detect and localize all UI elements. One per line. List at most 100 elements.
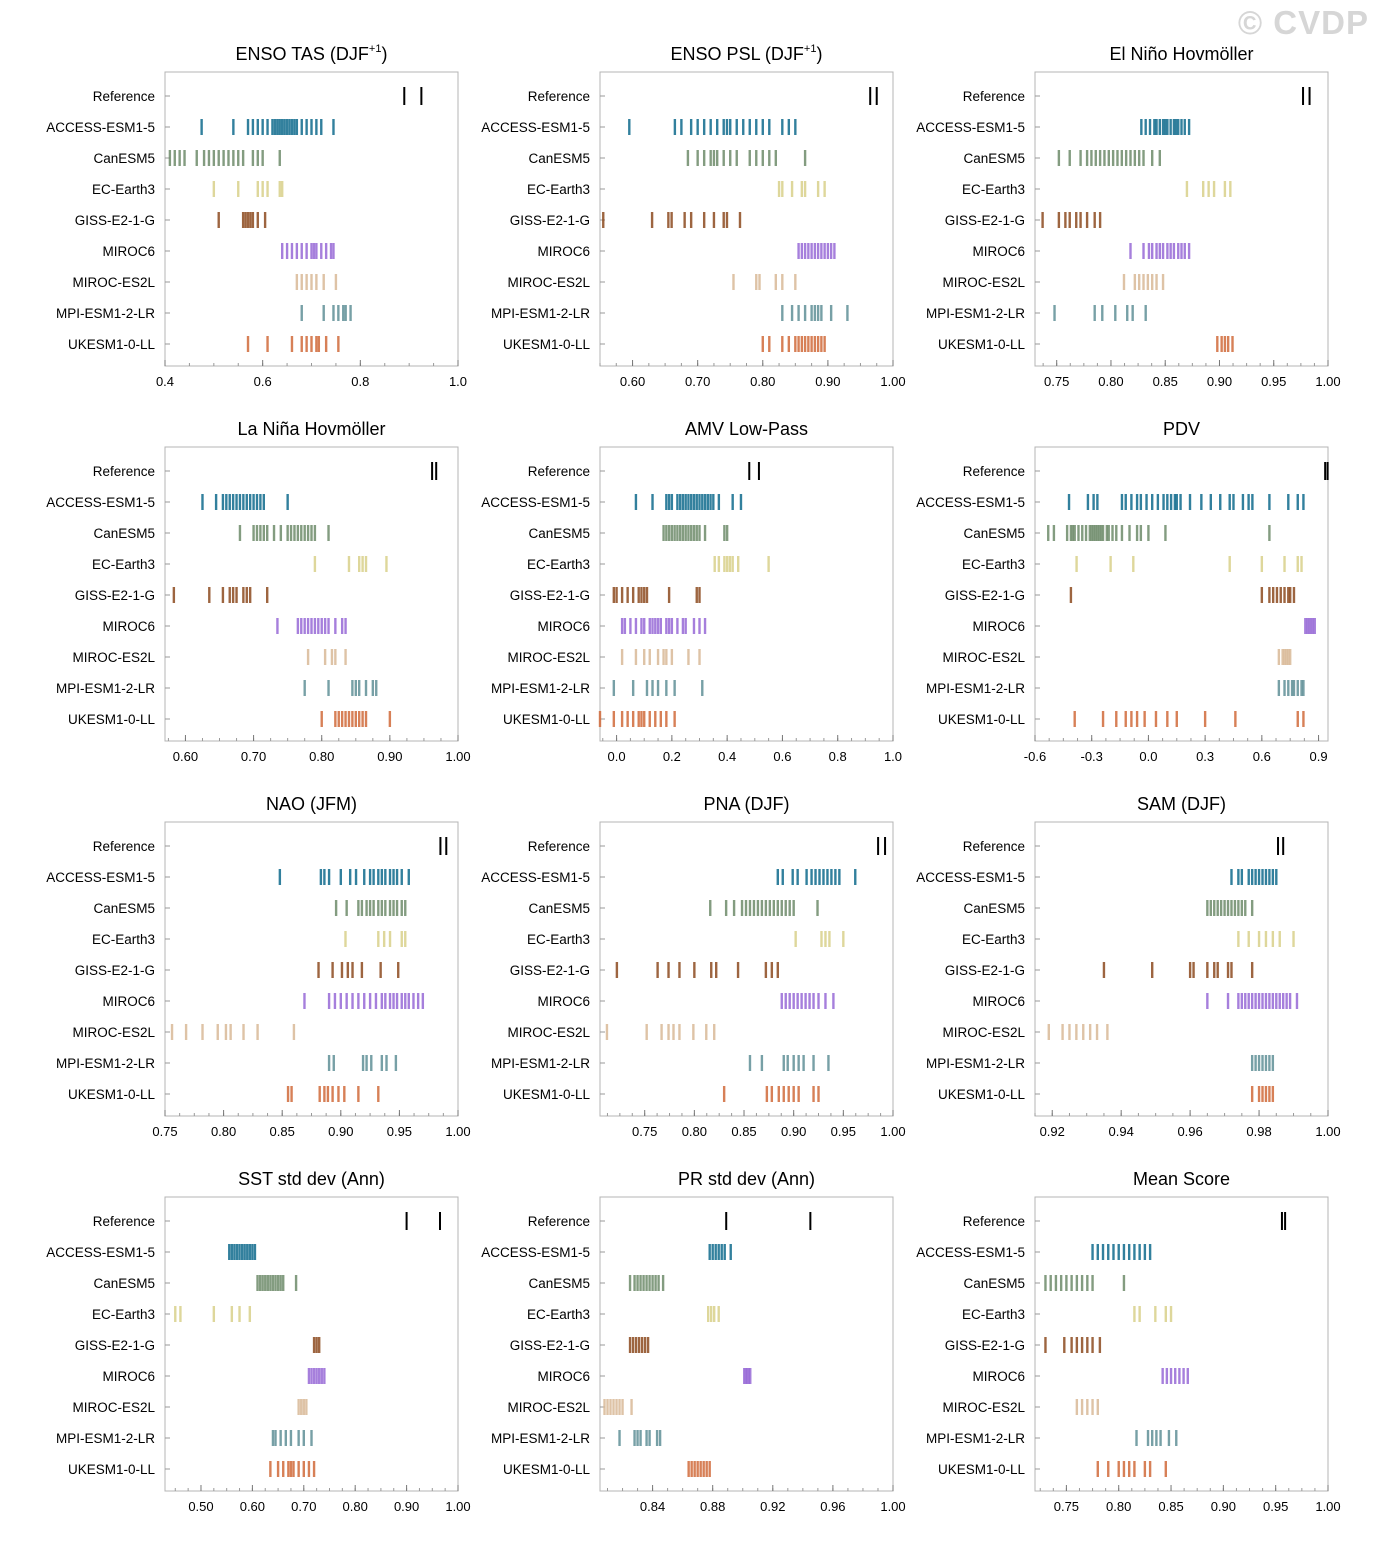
row-label-miroc6: MIROC6 (972, 619, 1025, 634)
row-label-miroc-es2l: MIROC-ES2L (942, 650, 1025, 665)
x-tick-label: 0.75 (632, 1124, 657, 1139)
row-label-miroc6: MIROC6 (537, 994, 590, 1009)
row-label-ec-earth3: EC-Earth3 (527, 1307, 590, 1322)
row-label-access-esm1-5: ACCESS-ESM1-5 (46, 120, 155, 135)
x-tick-label: 0.90 (1211, 1499, 1236, 1514)
panel-enso-tas-djf: ENSO TAS (DJF+1) 0.4 0.6 0.8 1.0 Reference ACC… (46, 43, 467, 389)
panel-sst-std-dev-ann: SST std dev (Ann) 0.50 0.60 0.70 0.80 0.90 1.0… (46, 1169, 470, 1514)
row-label-canesm5: CanESM5 (528, 151, 590, 166)
row-label-miroc6: MIROC6 (972, 1369, 1025, 1384)
x-tick-label: 1.00 (880, 1499, 905, 1514)
x-tick-label: 0.90 (1207, 374, 1232, 389)
row-label-miroc-es2l: MIROC-ES2L (507, 650, 590, 665)
row-label-ukesm1-0-ll: UKESM1-0-LL (503, 1462, 591, 1477)
panel-title: PDV (1163, 419, 1200, 439)
x-tick-label: 0.60 (173, 749, 198, 764)
row-label-ec-earth3: EC-Earth3 (962, 557, 1025, 572)
panel-enso-psl-djf: ENSO PSL (DJF+1) 0.60 0.70 0.80 0.90 1.00 Refe… (481, 43, 905, 389)
row-label-ukesm1-0-ll: UKESM1-0-LL (938, 1462, 1026, 1477)
row-label-ukesm1-0-ll: UKESM1-0-LL (68, 1462, 156, 1477)
panel-amv-low-pass: AMV Low-Pass 0.0 0.2 0.4 0.6 0.8 1.0 Reference A… (481, 419, 902, 764)
x-tick-label: 0.96 (820, 1499, 845, 1514)
x-tick-label: 0.90 (328, 1124, 353, 1139)
row-label-reference: Reference (528, 839, 590, 854)
panel-el-ni-o-hovm-ller: El Niño Hovmöller 0.75 0.80 0.85 0.90 0.95 1.0… (916, 44, 1340, 389)
x-tick-label: 0.75 (1054, 1499, 1079, 1514)
row-label-canesm5: CanESM5 (93, 151, 155, 166)
plot-frame (599, 821, 894, 1117)
row-label-mpi-esm1-2-lr: MPI-ESM1-2-LR (491, 681, 590, 696)
row-label-reference: Reference (93, 1214, 155, 1229)
plot-frame (599, 71, 894, 367)
row-label-giss-e2-1-g: GISS-E2-1-G (510, 1338, 590, 1353)
x-tick-label: 0.80 (1098, 374, 1123, 389)
x-tick-label: 0.90 (377, 749, 402, 764)
x-tick-label: 0.6 (773, 749, 791, 764)
row-label-miroc6: MIROC6 (537, 244, 590, 259)
row-label-miroc-es2l: MIROC-ES2L (507, 1025, 590, 1040)
row-label-canesm5: CanESM5 (963, 901, 1025, 916)
x-tick-label: 1.0 (449, 374, 467, 389)
row-label-giss-e2-1-g: GISS-E2-1-G (945, 963, 1025, 978)
row-label-reference: Reference (963, 839, 1025, 854)
x-tick-label: 1.00 (1315, 374, 1340, 389)
row-label-reference: Reference (963, 1214, 1025, 1229)
panel-title: NAO (JFM) (266, 794, 357, 814)
x-tick-label: 0.80 (343, 1499, 368, 1514)
x-tick-label: 0.98 (1246, 1124, 1271, 1139)
x-tick-label: 0.80 (309, 749, 334, 764)
x-tick-label: 0.90 (394, 1499, 419, 1514)
x-tick-label: 0.90 (781, 1124, 806, 1139)
row-label-mpi-esm1-2-lr: MPI-ESM1-2-LR (926, 681, 1025, 696)
panel-title: ENSO PSL (DJF+1) (671, 43, 823, 64)
row-label-reference: Reference (528, 464, 590, 479)
row-label-miroc-es2l: MIROC-ES2L (72, 1025, 155, 1040)
row-label-ukesm1-0-ll: UKESM1-0-LL (68, 1087, 156, 1102)
row-label-ukesm1-0-ll: UKESM1-0-LL (938, 337, 1026, 352)
row-label-giss-e2-1-g: GISS-E2-1-G (75, 588, 155, 603)
title-close: ) (816, 44, 822, 64)
row-label-canesm5: CanESM5 (528, 1276, 590, 1291)
x-tick-label: 0.70 (291, 1499, 316, 1514)
x-tick-label: 1.00 (1315, 1124, 1340, 1139)
plot-frame (1034, 71, 1329, 367)
row-label-access-esm1-5: ACCESS-ESM1-5 (46, 870, 155, 885)
x-tick-label: 0.96 (1177, 1124, 1202, 1139)
panel-mean-score: Mean Score 0.75 0.80 0.85 0.90 0.95 1.00 Refere… (916, 1169, 1340, 1514)
row-label-canesm5: CanESM5 (528, 526, 590, 541)
x-tick-label: 0.0 (608, 749, 626, 764)
row-label-miroc6: MIROC6 (102, 1369, 155, 1384)
panel-pna-djf: PNA (DJF) 0.75 0.80 0.85 0.90 0.95 1.00 Referen… (481, 794, 905, 1139)
panel-title: El Niño Hovmöller (1109, 44, 1253, 64)
plot-frame (1034, 446, 1329, 742)
row-label-reference: Reference (963, 89, 1025, 104)
row-label-miroc6: MIROC6 (972, 244, 1025, 259)
row-label-giss-e2-1-g: GISS-E2-1-G (945, 588, 1025, 603)
x-tick-label: 0.6 (254, 374, 272, 389)
panel-title: SAM (DJF) (1137, 794, 1226, 814)
x-tick-label: 0.4 (718, 749, 736, 764)
panel-title: AMV Low-Pass (685, 419, 808, 439)
x-tick-label: 0.3 (1196, 749, 1214, 764)
title-superscript: +1 (804, 43, 817, 55)
x-tick-label: 0.95 (387, 1124, 412, 1139)
x-tick-label: 0.80 (211, 1124, 236, 1139)
plot-frame (164, 1196, 459, 1492)
x-tick-label: 0.4 (156, 374, 174, 389)
row-label-mpi-esm1-2-lr: MPI-ESM1-2-LR (56, 681, 155, 696)
row-label-miroc-es2l: MIROC-ES2L (507, 1400, 590, 1415)
x-tick-label: 0.95 (1261, 374, 1286, 389)
row-label-miroc-es2l: MIROC-ES2L (72, 1400, 155, 1415)
x-tick-label: 0.85 (1158, 1499, 1183, 1514)
x-tick-label: 0.60 (240, 1499, 265, 1514)
x-tick-label: 0.50 (188, 1499, 213, 1514)
x-tick-label: 0.94 (1109, 1124, 1134, 1139)
row-label-miroc6: MIROC6 (537, 1369, 590, 1384)
row-label-ukesm1-0-ll: UKESM1-0-LL (503, 712, 591, 727)
plot-frame (599, 446, 894, 742)
plot-frame (599, 1196, 894, 1492)
x-tick-label: 1.00 (880, 1124, 905, 1139)
row-label-access-esm1-5: ACCESS-ESM1-5 (46, 495, 155, 510)
row-label-miroc-es2l: MIROC-ES2L (72, 650, 155, 665)
